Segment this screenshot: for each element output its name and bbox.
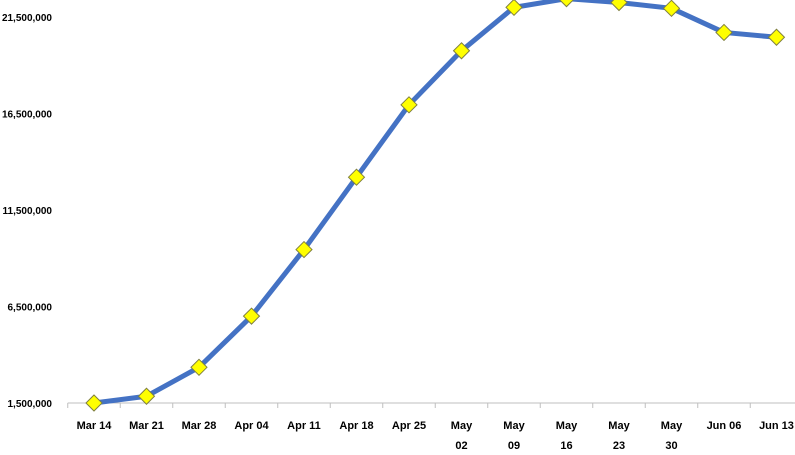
y-tick-label: 1,500,000 [8, 399, 53, 410]
x-tick-label: May 09 [503, 420, 525, 452]
data-point-marker [400, 96, 418, 114]
x-tick-label-line: Apr 18 [339, 420, 373, 432]
x-tick-label-line: 23 [613, 440, 625, 452]
x-tick-label-line: May [661, 420, 683, 432]
y-tick-label: 16,500,000 [2, 110, 52, 121]
x-tick-label: Mar 14 [77, 420, 113, 432]
x-tick-label-line: Apr 25 [392, 420, 426, 432]
x-tick-label: Mar 28 [182, 420, 217, 432]
data-point-marker [715, 23, 733, 42]
x-tick-label-line: May [608, 420, 630, 432]
y-axis-tick-labels: 1,500,000 6,500,000 11,500,000 16,500,000 21… [2, 13, 52, 410]
x-tick-label: May 16 [556, 420, 578, 452]
x-tick-label: Jun 13 [759, 420, 794, 432]
x-tick-label-line: May [451, 420, 473, 432]
data-point-marker [505, 0, 523, 17]
x-tick-label-line: Mar 21 [129, 420, 164, 432]
series-layer [85, 0, 786, 412]
x-tick-label-line: Jun 06 [707, 420, 742, 432]
x-tick-label-line: Mar 28 [182, 420, 217, 432]
x-tick-label-line: 16 [560, 440, 572, 452]
x-tick-label: Apr 11 [287, 420, 321, 432]
x-axis [67, 402, 795, 408]
data-point-marker [190, 358, 208, 377]
data-point-marker [767, 28, 786, 46]
x-tick-label: Jun 06 [707, 420, 742, 432]
data-point-marker [137, 387, 156, 405]
x-tick-label-line: 09 [508, 440, 520, 452]
x-axis-tick-labels: Mar 14 Mar 21 Mar 28 Apr 04 Apr 11 Apr 18 Apr … [77, 420, 794, 452]
x-tick-label-line: Jun 13 [759, 420, 794, 432]
x-tick-label-line: 02 [455, 440, 467, 452]
x-tick-label: Apr 25 [392, 420, 426, 432]
data-point-marker [452, 42, 471, 60]
data-point-marker [610, 0, 628, 12]
x-tick-label: May 23 [608, 420, 630, 452]
x-tick-label-line: Mar 14 [77, 420, 113, 432]
y-tick-label: 6,500,000 [8, 303, 53, 314]
x-tick-label-line: Apr 04 [234, 420, 269, 432]
x-tick-label: Apr 04 [234, 420, 269, 432]
data-point-marker [662, 0, 681, 18]
data-point-marker [295, 240, 313, 259]
x-tick-label-line: 30 [665, 440, 677, 452]
x-tick-label-line: May [556, 420, 578, 432]
x-tick-label: May 30 [661, 420, 683, 452]
y-tick-label: 21,500,000 [2, 13, 52, 24]
data-point-marker [347, 168, 366, 186]
data-point-marker [85, 394, 103, 412]
x-tick-label-line: May [503, 420, 525, 432]
y-tick-label: 11,500,000 [3, 206, 53, 217]
data-point-marker [242, 307, 261, 325]
series-line [91, 0, 779, 406]
x-tick-label-line: Apr 11 [287, 420, 321, 432]
data-point-marker [559, 0, 574, 8]
x-tick-label: May 02 [451, 420, 473, 452]
x-tick-label: Mar 21 [129, 420, 164, 432]
x-tick-label: Apr 18 [339, 420, 373, 432]
